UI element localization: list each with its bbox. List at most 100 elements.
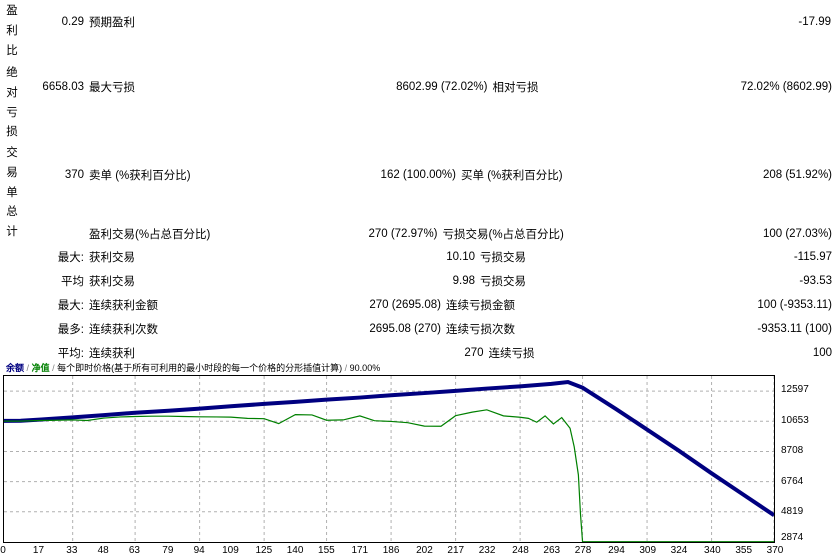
chart-x-tick-label: 0 [0,545,6,556]
row6-left-label: 连续获利金额 [89,300,158,312]
chart-x-tick-label: 94 [193,545,205,556]
row1-left-label: 最大亏损 [89,82,135,94]
row1-right-value: 72.02% (8602.99) [740,81,832,93]
row0-mid-value: -17.99 [798,16,831,28]
chart-x-tick-label: 79 [162,545,174,556]
chart-x-tick-label: 248 [512,545,529,556]
chart-x-tick-label: 109 [222,545,239,556]
row2-right-label: 买单 (%获利百分比) [461,170,563,182]
table-row: 盈利交易(%占总百分比) 270 (72.97%) 亏损交易(%占总百分比) 1… [0,224,836,244]
chart-y-tick-label: 12597 [781,384,809,396]
group-label-char: 易 [6,166,18,179]
chart-x-tick-label: 355 [735,545,753,556]
row1-left-value: 6658.03 [42,81,84,93]
table-row: 最大: 连续获利金额 270 (2695.08) 连续亏损金额 100 (-93… [0,295,836,315]
chart-y-tick-label: 2874 [781,532,804,543]
row7-right-label: 连续亏损次数 [446,324,515,336]
group-label-char: 利 [6,24,18,37]
chart-x-tick-label: 340 [704,545,721,556]
chart-x-tick-label: 309 [639,545,657,556]
row8-mid-value: 270 [464,347,484,359]
chart-y-tick-label: 10653 [781,414,809,426]
group-label-profit-ratio: 盈利比 [2,2,22,61]
chart-x-tick-label: 278 [574,545,592,556]
table-row: 最大: 获利交易 10.10 亏损交易 -115.97 [0,247,836,267]
group-label-char: 盈 [6,5,18,17]
group-label-char: 对 [6,86,18,99]
row6-left-value: 最大: [57,300,84,312]
row7-left-value: 最多: [57,324,84,336]
chart-svg [4,376,774,542]
table-row: 最多: 连续获利次数 2695.08 (270) 连续亏损次数 -9353.11… [0,319,836,339]
row7-right-value: -9353.11 (100) [757,323,832,335]
table-row: 平均: 连续获利 270 连续亏损 100 [0,343,836,363]
chart-x-tick-label: 263 [543,545,561,556]
table-row: 6658.03 最大亏损 8602.99 (72.02%) 相对亏损 72.02… [0,77,836,97]
chart-x-tick-label: 155 [318,545,335,556]
group-label-char: 亏 [6,106,18,119]
group-label-char: 总 [6,206,18,219]
chart-x-tick-label: 217 [447,545,465,556]
equity-balance-chart: 余额 / 净值 / 每个即时价格(基于所有可利用的最小时段的每一个价格的分形插值… [0,362,833,557]
legend-separator-3: / [344,363,348,373]
row4-right-label: 亏损交易 [480,252,526,264]
legend-model-description: 每个即时价格(基于所有可利用的最小时段的每一个价格的分形插值计算) [57,363,343,373]
table-row: 0.29 预期盈利 -17.99 [0,12,836,32]
chart-x-tick-label: 140 [286,545,304,556]
chart-x-tick-label: 370 [766,545,784,556]
chart-x-tick-label: 202 [416,545,433,556]
legend-equity-label: 净值 [31,363,50,373]
row8-left-value: 平均: [57,348,84,360]
row4-mid-value: 10.10 [446,251,475,263]
chart-x-tick-label: 33 [66,545,78,556]
group-label-char: 交 [6,147,18,159]
row7-mid-value: 2695.08 (270) [369,323,441,335]
chart-y-tick-label: 8708 [781,445,804,457]
row5-left-label: 获利交易 [89,276,135,288]
chart-x-tick-label: 232 [478,545,496,556]
row7-left-label: 连续获利次数 [89,324,158,336]
group-label-absolute-drawdown: 绝对亏损 [2,64,22,143]
chart-x-axis: 0 17 33 48 63 79 94 109 125 140 155 171 186 202 217 232… [0,543,783,557]
chart-series-line [4,379,774,517]
chart-x-tick-label: 324 [670,545,688,556]
chart-plot-area [3,375,775,543]
row8-right-label: 连续亏损 [488,348,535,360]
row3-right-value: 100 (27.03%) [762,228,832,240]
row4-left-value: 最大: [57,252,84,264]
row3-right-label: 亏损交易(%占总百分比) [442,229,564,241]
row8-right-value: 100 [812,347,832,359]
row5-left-value: 平均 [61,276,84,288]
row5-right-label: 亏损交易 [480,276,526,288]
chart-x-tick-label: 186 [382,545,400,556]
row2-mid-value: 162 (100.00%) [380,169,456,181]
row4-right-value: -115.97 [793,251,832,263]
legend-balance-label: 余额 [6,363,25,373]
row6-right-label: 连续亏损金额 [446,300,515,312]
row8-left-label: 连续获利 [89,348,135,360]
chart-y-tick-label: 6764 [781,475,804,487]
table-row: 370 卖单 (%获利百分比) 162 (100.00%) 买单 (%获利百分比… [0,165,836,185]
row5-right-value: -93.53 [799,275,832,287]
group-label-char: 单 [6,186,18,199]
row5-mid-value: 9.98 [452,275,475,287]
chart-y-axis: 12597 10653 8708 6764 4819 2874 [778,375,833,543]
chart-series-line [4,409,774,542]
legend-separator-1: / [26,363,30,373]
chart-x-tick-label: 171 [351,545,369,556]
row2-left-label: 卖单 (%获利百分比) [89,170,191,182]
chart-legend: 余额 / 净值 / 每个即时价格(基于所有可利用的最小时段的每一个价格的分形插值… [3,362,771,375]
chart-x-tick-label: 48 [97,545,109,556]
chart-x-tick-label: 125 [255,545,273,556]
group-label-char: 计 [6,226,18,239]
legend-separator-2: / [52,363,55,373]
group-label-char: 比 [6,44,18,57]
row2-left-value: 370 [64,169,84,181]
chart-x-tick-label: 294 [608,545,625,556]
group-label-char: 损 [6,126,18,139]
legend-modelling-quality: 90.00% [349,363,381,373]
chart-y-tick-label: 4819 [781,506,804,518]
row6-right-value: 100 (-9353.11) [757,299,832,311]
group-label-char: 绝 [6,67,18,79]
